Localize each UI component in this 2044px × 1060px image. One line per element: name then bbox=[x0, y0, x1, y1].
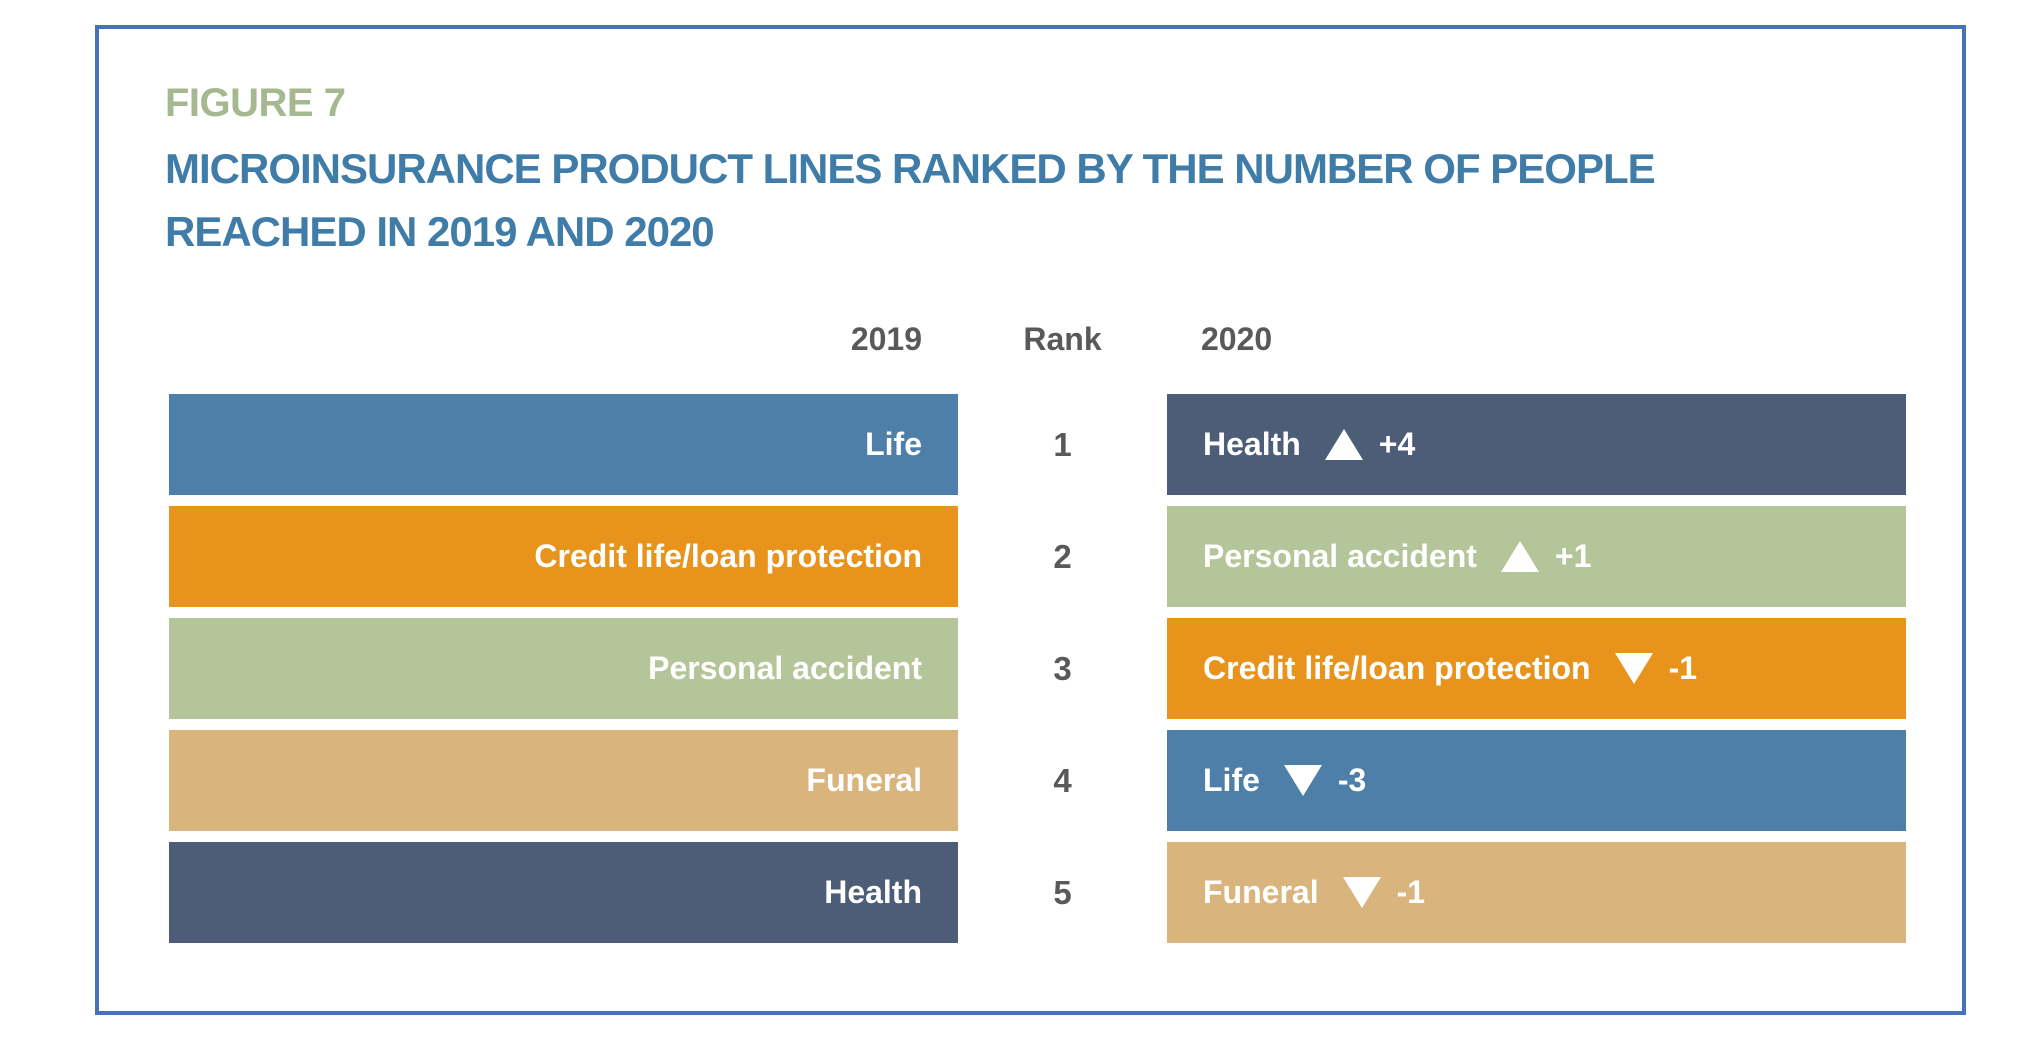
column-header-row: 2019 Rank 2020 bbox=[169, 321, 1906, 358]
rank-number: 4 bbox=[1053, 761, 1072, 799]
ranking-chart: 2019 Rank 2020 Life 1 Health +4 Credit l… bbox=[169, 321, 1906, 954]
figure-title: MICROINSURANCE PRODUCT LINES RANKED BY T… bbox=[165, 145, 1656, 255]
up-triangle-icon bbox=[1324, 429, 1363, 460]
change-value: +1 bbox=[1554, 538, 1592, 574]
down-triangle-icon bbox=[1283, 765, 1322, 796]
bar-2019: Funeral bbox=[169, 730, 958, 831]
bar-2019-label: Funeral bbox=[806, 762, 922, 798]
bar-2020: Health +4 bbox=[1167, 394, 1906, 495]
rank-number: 1 bbox=[1053, 425, 1072, 463]
bar-2020-label: Personal accident bbox=[1203, 538, 1477, 574]
rank-number: 3 bbox=[1053, 649, 1072, 687]
rows: Life 1 Health +4 Credit life/loan protec… bbox=[169, 394, 1906, 943]
down-triangle-icon bbox=[1614, 653, 1653, 684]
bar-2020: Funeral -1 bbox=[1167, 842, 1906, 943]
up-triangle-icon bbox=[1500, 541, 1539, 572]
rank-row: Funeral 4 Life -3 bbox=[169, 730, 1906, 831]
change-value: -3 bbox=[1337, 762, 1367, 798]
bar-2019-label: Life bbox=[865, 426, 922, 462]
figure-label: FIGURE 7 bbox=[165, 81, 346, 125]
bar-2020-label: Credit life/loan protection bbox=[1203, 650, 1591, 686]
bar-2019: Credit life/loan protection bbox=[169, 506, 958, 607]
bar-2019: Life bbox=[169, 394, 958, 495]
down-triangle-icon bbox=[1342, 877, 1381, 908]
bar-2020: Life -3 bbox=[1167, 730, 1906, 831]
bar-2020-label: Health bbox=[1203, 426, 1301, 462]
rank-row: Life 1 Health +4 bbox=[169, 394, 1906, 495]
bar-2019: Health bbox=[169, 842, 958, 943]
rank-number: 5 bbox=[1053, 873, 1072, 911]
change-value: -1 bbox=[1668, 650, 1698, 686]
bar-2019-label: Credit life/loan protection bbox=[534, 538, 922, 574]
change-value: +4 bbox=[1378, 426, 1416, 462]
bar-2019-label: Health bbox=[824, 874, 922, 910]
bar-2020-label: Life bbox=[1203, 762, 1260, 798]
bar-2019: Personal accident bbox=[169, 618, 958, 719]
bar-2019-label: Personal accident bbox=[648, 650, 922, 686]
bar-2020: Credit life/loan protection -1 bbox=[1167, 618, 1906, 719]
rank-row: Credit life/loan protection 2 Personal a… bbox=[169, 506, 1906, 607]
column-header-2019: 2019 bbox=[850, 321, 922, 357]
column-header-2020: 2020 bbox=[1201, 321, 1273, 357]
bar-2020-label: Funeral bbox=[1203, 874, 1319, 910]
figure-card: FIGURE 7 MICROINSURANCE PRODUCT LINES RA… bbox=[95, 25, 1966, 1015]
bar-2020: Personal accident +1 bbox=[1167, 506, 1906, 607]
rank-row: Health 5 Funeral -1 bbox=[169, 842, 1906, 943]
rank-number: 2 bbox=[1053, 537, 1072, 575]
change-value: -1 bbox=[1396, 874, 1426, 910]
column-header-rank: Rank bbox=[1023, 321, 1102, 357]
rank-row: Personal accident 3 Credit life/loan pro… bbox=[169, 618, 1906, 719]
